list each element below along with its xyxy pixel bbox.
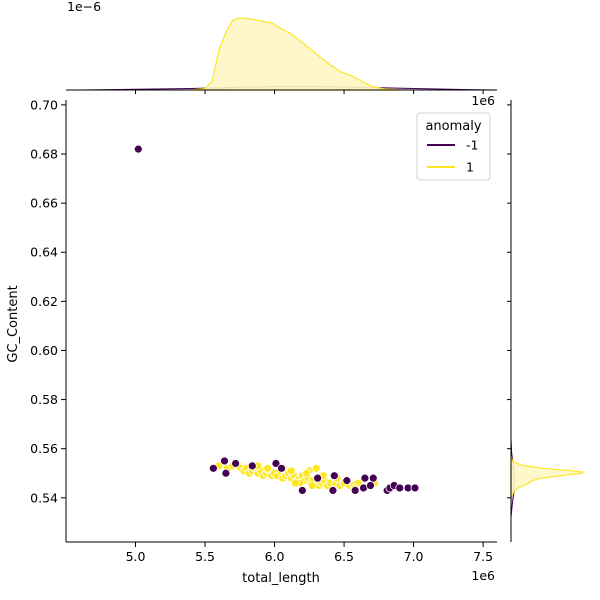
scatter-point-normal — [307, 481, 317, 490]
scatter-point-anomaly — [410, 483, 420, 493]
legend-box — [416, 112, 491, 181]
x-tick-label: 6.0 — [265, 549, 285, 564]
legend: anomaly -1 1 — [416, 112, 491, 181]
y-tick-label: 0.62 — [30, 294, 58, 309]
x-offset-label-bottom: 1e6 — [471, 568, 495, 583]
scatter-point-anomaly — [208, 463, 218, 473]
scatter-point-anomaly — [342, 476, 352, 486]
x-ticks: 5.0 5.5 6.0 6.5 7.0 7.5 — [126, 542, 493, 564]
scatter-point-normal — [302, 468, 311, 478]
y-tick-label: 0.66 — [30, 196, 58, 211]
x-offset-label-top: 1e6 — [471, 93, 495, 108]
marginal-y-normal-density — [510, 455, 585, 499]
scatter-point-anomaly — [350, 486, 360, 495]
scatter-point-anomaly — [395, 483, 405, 493]
scatter-point-anomaly — [366, 481, 375, 490]
scatter-point-anomaly — [297, 486, 307, 495]
x-tick-label: 6.5 — [334, 549, 354, 564]
scatter-point-anomaly — [328, 486, 338, 495]
marginal-scale-label: 1e−6 — [67, 0, 101, 14]
y-ticks: 0.54 0.56 0.58 0.60 0.62 0.64 0.66 0.68 0.70 — [30, 97, 66, 505]
scatter-point-anomaly — [231, 459, 241, 468]
marginal-y-density — [507, 100, 585, 542]
scatter-point-anomaly — [360, 473, 370, 483]
scatter-point-anomaly — [133, 144, 143, 154]
scatter-point-normal — [263, 463, 272, 473]
scatter-point-anomaly — [313, 473, 323, 483]
scatter-point-anomaly — [368, 473, 378, 483]
x-tick-label: 7.0 — [404, 549, 424, 564]
axes — [65, 100, 497, 543]
scatter-point-anomaly — [277, 463, 286, 473]
legend-entry-normal: 1 — [466, 160, 474, 175]
y-axis-label: GC_Content — [6, 285, 21, 362]
y-tick-label: 0.64 — [30, 245, 58, 260]
legend-title: anomaly — [425, 119, 481, 134]
marginal-x-normal-density — [191, 17, 400, 91]
scatter-point-normal — [286, 466, 296, 476]
y-tick-label: 0.58 — [30, 392, 58, 407]
y-tick-label: 0.56 — [30, 441, 58, 456]
scatter-point-anomaly — [220, 456, 229, 466]
y-tick-label: 0.68 — [30, 147, 58, 162]
y-tick-label: 0.70 — [30, 97, 58, 112]
x-axis-label: total_length — [242, 571, 320, 586]
scatter-points — [133, 144, 420, 495]
legend-entry-anomaly: -1 — [466, 138, 478, 153]
scatter-point-normal — [291, 478, 300, 488]
main-scatter-panel: 5.0 5.5 6.0 6.5 7.0 7.5 0.540.560.580.600.620… — [30, 97, 497, 564]
marginal-x-density — [66, 17, 498, 94]
x-tick-label: 5.0 — [126, 549, 146, 564]
y-tick-label: 0.54 — [30, 490, 58, 505]
scatter-point-anomaly — [247, 461, 257, 471]
scatter-point-anomaly — [329, 471, 339, 481]
scatter-point-anomaly — [271, 459, 281, 468]
x-tick-label: 5.5 — [195, 549, 215, 564]
x-tick-label: 7.5 — [473, 549, 493, 564]
scatter-point-anomaly — [221, 468, 231, 478]
y-tick-label: 0.60 — [30, 343, 58, 358]
